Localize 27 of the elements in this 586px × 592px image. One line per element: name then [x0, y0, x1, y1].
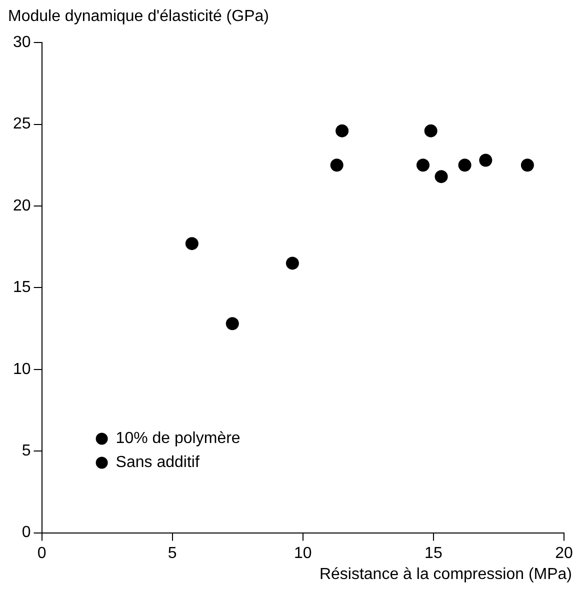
point — [479, 154, 492, 167]
point — [458, 158, 472, 172]
point — [416, 158, 430, 172]
y-tick-label: 10 — [13, 360, 31, 378]
point — [336, 124, 349, 138]
point — [330, 158, 344, 172]
point — [424, 124, 438, 138]
point — [226, 317, 239, 330]
point — [286, 256, 299, 270]
y-tick-label: 30 — [13, 34, 31, 52]
x-axis-title: Résistance à la compression (MPa) — [319, 566, 572, 584]
y-tick-label: 25 — [13, 116, 31, 133]
y-tick-label: 0 — [22, 524, 31, 542]
point — [185, 237, 198, 250]
legend-label: 10% de polymère — [116, 430, 240, 448]
point — [520, 158, 534, 172]
x-tick-label: 0 — [37, 544, 46, 562]
point — [434, 170, 448, 184]
x-tick-label: 5 — [168, 544, 177, 562]
y-tick-label: 5 — [22, 442, 31, 460]
y-axis-title: Module dynamique d'élasticité (GPa) — [8, 8, 269, 26]
x-tick-label: 20 — [555, 544, 573, 562]
x-tick-label: 10 — [294, 544, 312, 562]
x-tick-label: 15 — [424, 544, 442, 562]
y-tick-label: 15 — [13, 279, 31, 296]
y-tick-label: 20 — [13, 197, 31, 214]
legend-label: Sans additif — [116, 454, 200, 472]
